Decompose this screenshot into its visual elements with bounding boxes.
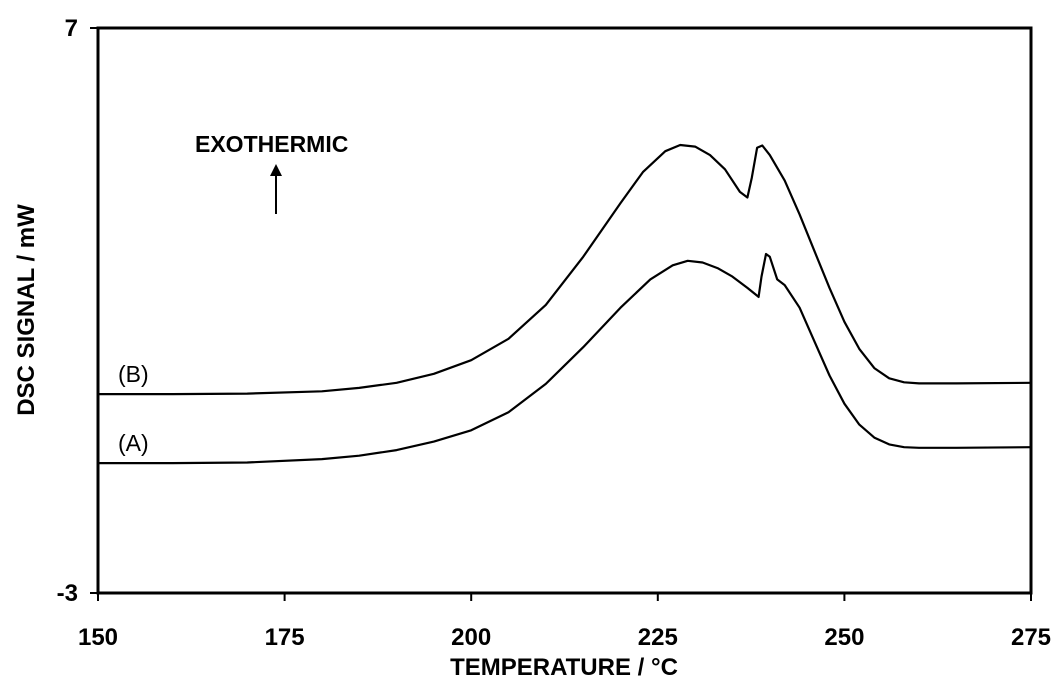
- series-labels: (B) (A): [118, 361, 149, 456]
- series-label: (B): [118, 361, 149, 387]
- plot-frame: [96, 26, 1033, 595]
- x-tick-label: 175: [265, 624, 305, 651]
- y-tick-label: -3: [57, 580, 78, 607]
- axis-ticks: 150 175 200 225 250 275 7 -3: [57, 15, 1051, 651]
- x-tick-label: 225: [638, 624, 678, 651]
- x-tick-label: 200: [451, 624, 491, 651]
- exothermic-label: EXOTHERMIC: [195, 131, 348, 157]
- series-line-a: [98, 252, 1032, 465]
- series-line-b: [98, 143, 1032, 396]
- series-layer: [98, 143, 1032, 465]
- x-axis-title: TEMPERATURE / °C: [450, 654, 678, 681]
- x-tick-label: 275: [1011, 624, 1051, 651]
- exothermic-arrow-icon: [270, 164, 282, 214]
- y-axis-title: DSC SIGNAL / mW: [13, 204, 40, 416]
- series-label: (A): [118, 430, 149, 456]
- x-tick-label: 150: [78, 624, 118, 651]
- x-tick-label: 250: [824, 624, 864, 651]
- y-tick-label: 7: [65, 15, 78, 42]
